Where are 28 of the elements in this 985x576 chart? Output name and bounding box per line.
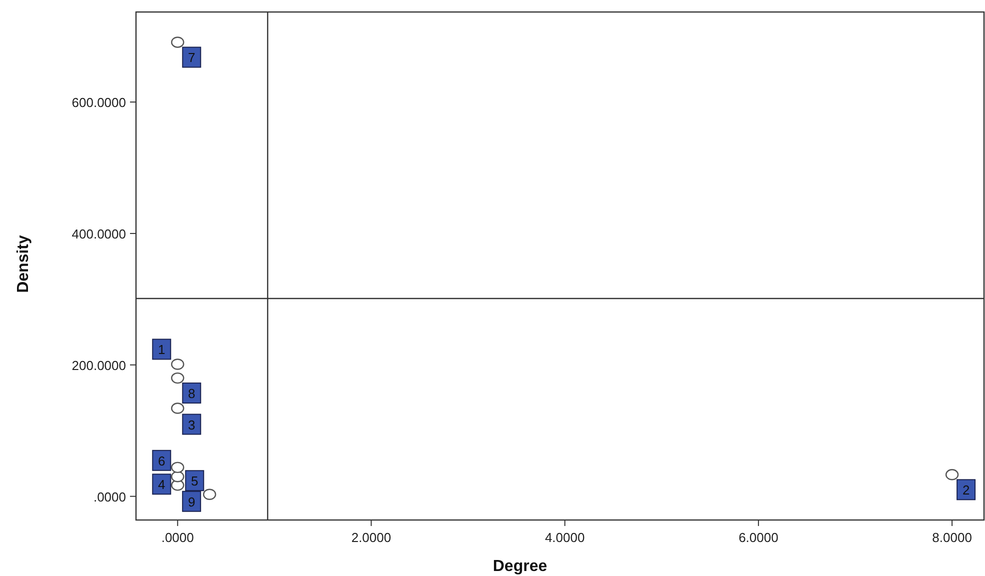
x-axis-title: Degree xyxy=(492,558,548,575)
x-tick-label: 4.0000 xyxy=(544,530,585,545)
x-tick-label: 8.0000 xyxy=(932,530,972,545)
point xyxy=(171,358,184,370)
point xyxy=(171,471,184,482)
y-tick-label: 400.0000 xyxy=(72,226,126,242)
text: 9 xyxy=(188,494,196,510)
text: 6 xyxy=(158,453,166,468)
text: 1 xyxy=(158,342,166,358)
text: 3 xyxy=(188,417,196,432)
point xyxy=(171,402,184,414)
y-axis-title: Density xyxy=(15,235,32,293)
text: 5 xyxy=(191,474,198,489)
x-tick-label: 6.0000 xyxy=(738,530,778,545)
text: 7 xyxy=(188,50,196,66)
point xyxy=(171,372,184,384)
x-tick-label: .0000 xyxy=(161,530,194,545)
text: 2 xyxy=(962,482,970,498)
y-tick-label: 600.0000 xyxy=(72,95,126,110)
text: 8 xyxy=(188,386,196,402)
y-tick-label: .0000 xyxy=(93,489,126,504)
point xyxy=(171,36,184,48)
y-tick-label: 200.0000 xyxy=(72,358,126,373)
x-tick-label: 2.0000 xyxy=(351,530,392,545)
text: 4 xyxy=(158,477,166,492)
point xyxy=(171,462,184,474)
point xyxy=(945,469,959,480)
point xyxy=(202,488,216,500)
